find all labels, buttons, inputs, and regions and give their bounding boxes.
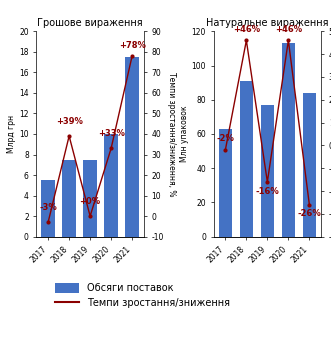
Y-axis label: Млн упаковок: Млн упаковок xyxy=(180,106,189,162)
Bar xyxy=(104,134,118,237)
Text: -2%: -2% xyxy=(216,134,234,143)
Bar xyxy=(83,160,97,237)
Text: +39%: +39% xyxy=(56,117,82,126)
Legend: Обсяги поставок, Темпи зростання/зниження: Обсяги поставок, Темпи зростання/зниженн… xyxy=(55,283,230,308)
Bar xyxy=(62,160,76,237)
Text: +0%: +0% xyxy=(79,197,101,206)
Text: -16%: -16% xyxy=(256,187,279,196)
Bar xyxy=(303,93,316,237)
Bar xyxy=(240,81,253,237)
Y-axis label: Млрд грн: Млрд грн xyxy=(7,115,16,153)
Bar xyxy=(260,105,274,237)
Text: +46%: +46% xyxy=(233,25,260,34)
Title: Грошове вираження: Грошове вираження xyxy=(37,18,143,28)
Text: -26%: -26% xyxy=(298,209,321,219)
Bar xyxy=(218,129,232,237)
Bar xyxy=(125,57,139,237)
Bar xyxy=(282,43,295,237)
Bar xyxy=(41,180,55,237)
Y-axis label: Темпи зростання/зниження, %: Темпи зростання/зниження, % xyxy=(166,72,176,196)
Text: +33%: +33% xyxy=(98,129,124,138)
Text: +46%: +46% xyxy=(275,25,302,34)
Text: +78%: +78% xyxy=(119,41,146,50)
Title: Натуральне вираження: Натуральне вираження xyxy=(206,18,329,28)
Text: -3%: -3% xyxy=(39,203,57,212)
